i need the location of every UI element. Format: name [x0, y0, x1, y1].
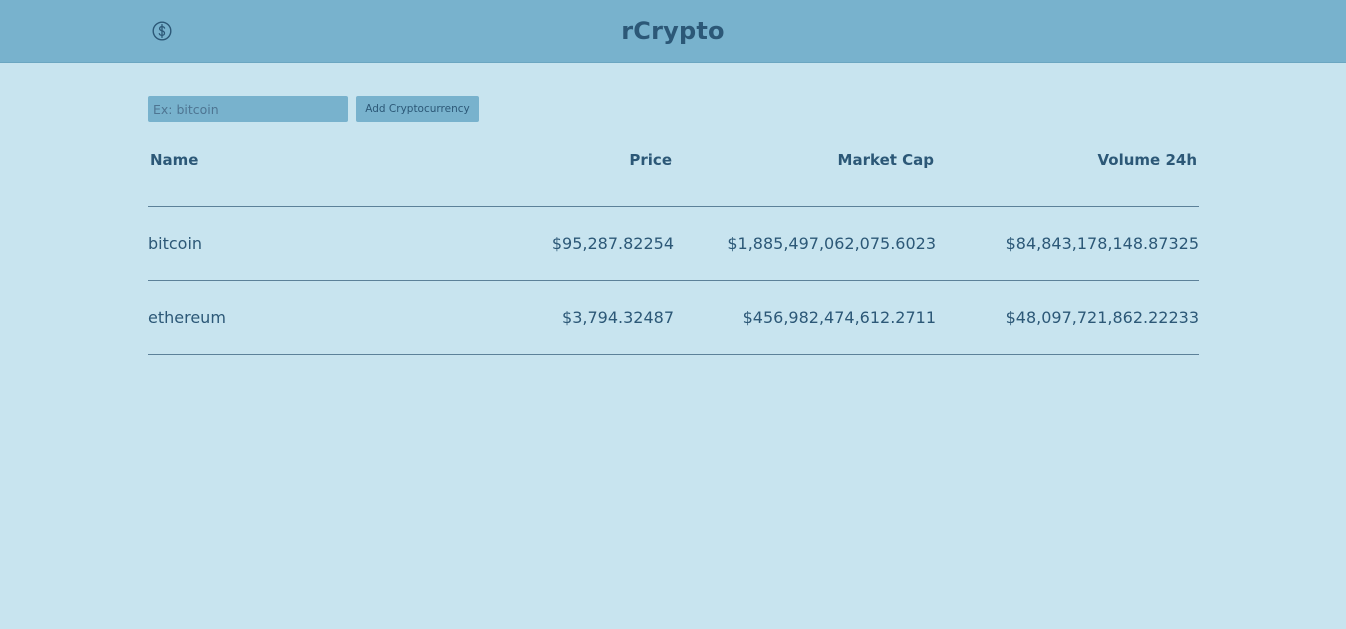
crypto-volume-24h: $84,843,178,148.87325: [936, 206, 1199, 281]
dollar-coin-icon[interactable]: [152, 21, 172, 41]
crypto-volume-24h: $48,097,721,862.22233: [936, 280, 1199, 355]
crypto-market-cap: $1,885,497,062,075.6023: [674, 206, 936, 281]
app-header: rCrypto: [0, 0, 1346, 63]
table-header-row: Name Price Market Cap Volume 24h: [148, 140, 1199, 207]
crypto-price: $3,794.32487: [408, 280, 674, 355]
add-cryptocurrency-button[interactable]: Add Cryptocurrency: [356, 96, 479, 122]
crypto-price: $95,287.82254: [408, 206, 674, 281]
crypto-table: Name Price Market Cap Volume 24h bitcoin…: [148, 140, 1199, 355]
crypto-name: ethereum: [148, 280, 408, 355]
column-header-price: Price: [408, 140, 674, 207]
table-row: ethereum $3,794.32487 $456,982,474,612.2…: [148, 280, 1199, 355]
column-header-volume-24h: Volume 24h: [936, 140, 1199, 207]
crypto-market-cap: $456,982,474,612.2711: [674, 280, 936, 355]
search-input[interactable]: [148, 96, 348, 122]
table-row: bitcoin $95,287.82254 $1,885,497,062,075…: [148, 206, 1199, 281]
crypto-name: bitcoin: [148, 206, 408, 281]
column-header-market-cap: Market Cap: [674, 140, 936, 207]
column-header-name: Name: [148, 140, 408, 207]
app-title: rCrypto: [621, 17, 725, 45]
